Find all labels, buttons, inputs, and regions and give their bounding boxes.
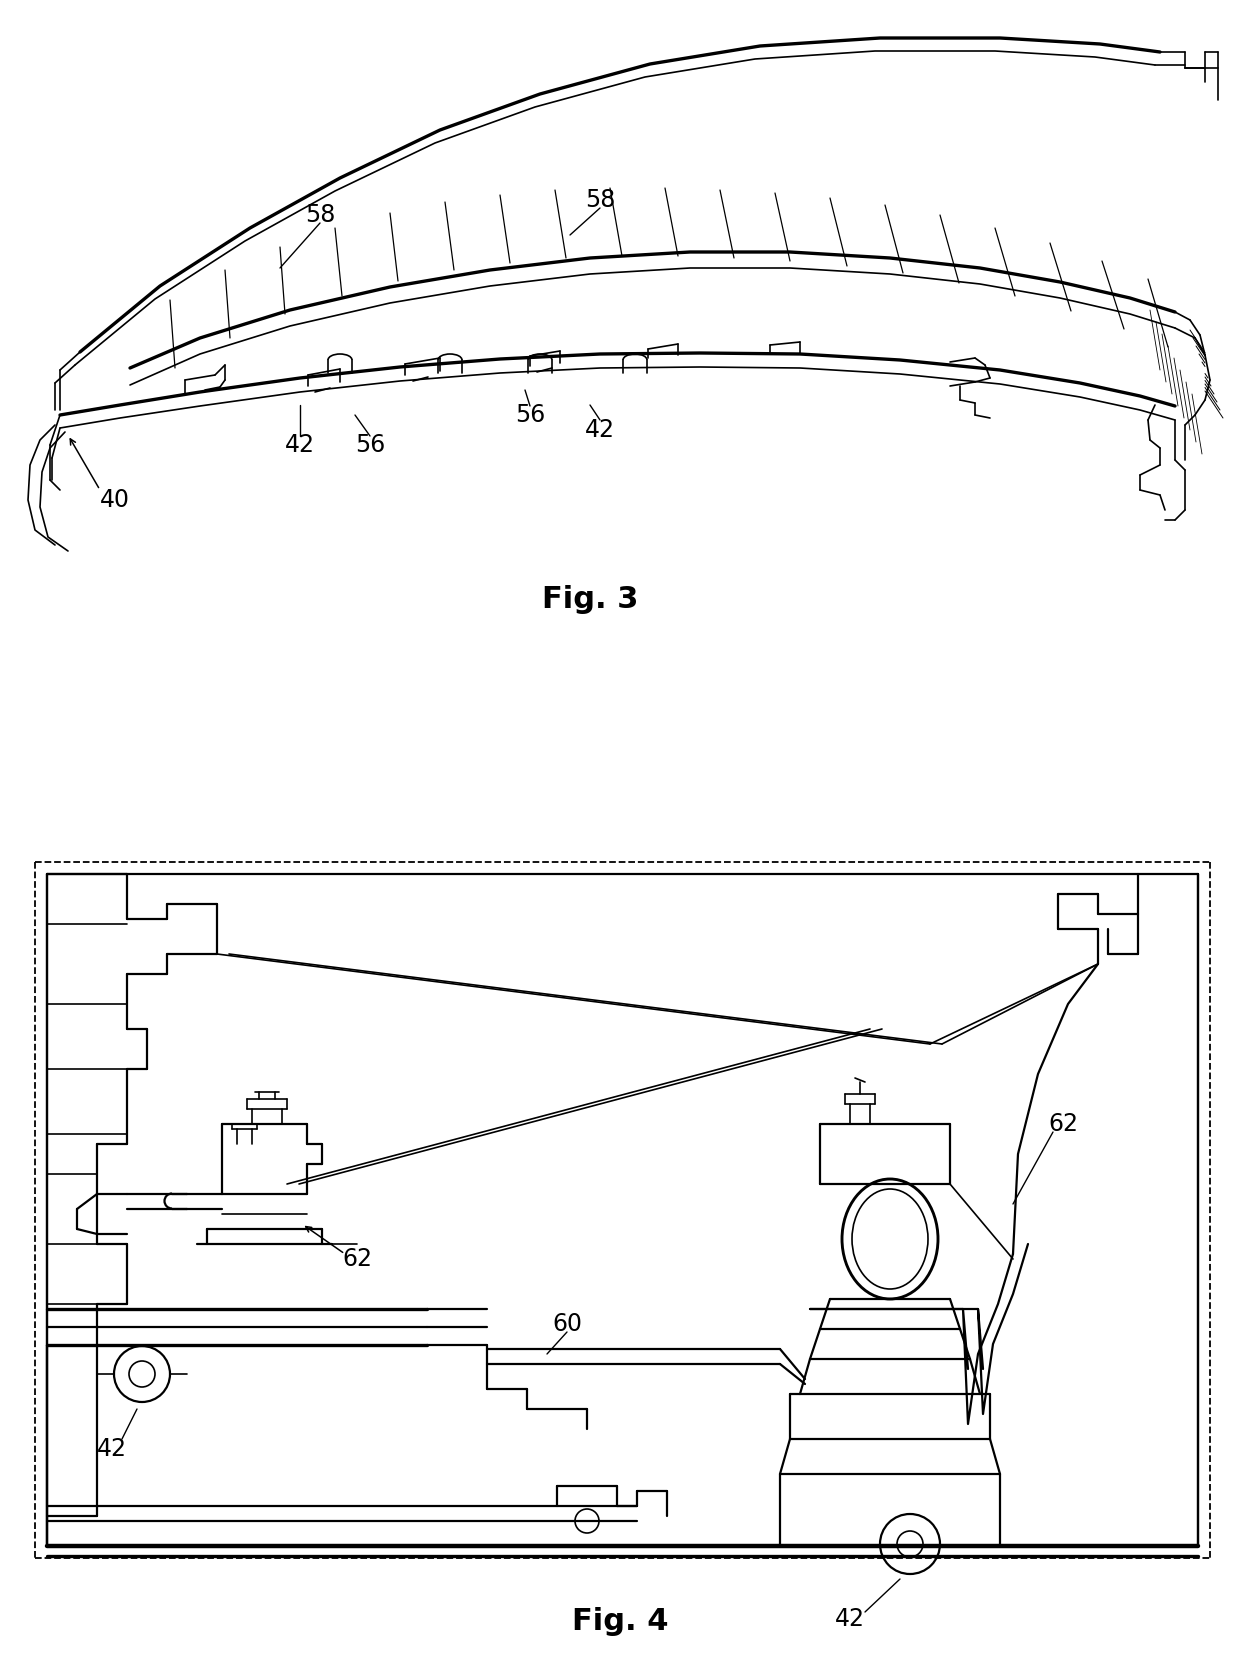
Text: 40: 40: [100, 488, 130, 513]
Text: 42: 42: [835, 1607, 866, 1631]
Text: 56: 56: [515, 403, 546, 428]
Text: 58: 58: [585, 188, 615, 211]
Text: 42: 42: [285, 433, 315, 458]
Text: Fig. 3: Fig. 3: [542, 586, 639, 614]
Text: 58: 58: [305, 203, 335, 226]
Text: 62: 62: [1048, 1112, 1078, 1137]
Text: 42: 42: [585, 418, 615, 443]
Text: 62: 62: [342, 1246, 372, 1271]
Text: 42: 42: [97, 1438, 126, 1461]
Text: 56: 56: [355, 433, 386, 458]
Text: 60: 60: [552, 1311, 582, 1336]
Text: Fig. 4: Fig. 4: [572, 1607, 668, 1636]
